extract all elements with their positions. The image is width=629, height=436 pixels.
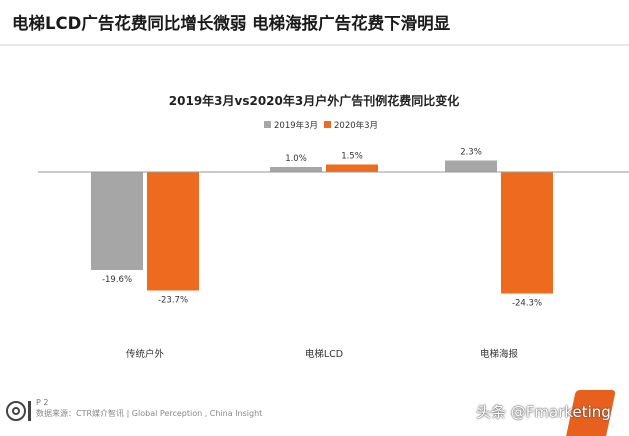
badge-bar bbox=[28, 401, 31, 421]
data-label-0-1: -23.7% bbox=[158, 296, 188, 306]
page-number: P 2 bbox=[36, 398, 49, 407]
data-label-1-0: 1.0% bbox=[285, 154, 307, 164]
data-label-1-1: 1.5% bbox=[341, 152, 363, 162]
chart-title: 2019年3月vs2020年3月户外广告刊例花费同比变化 bbox=[169, 93, 459, 108]
page-headline: 电梯LCD广告花费同比增长微弱 电梯海报广告花费下滑明显 bbox=[12, 14, 451, 33]
header-divider bbox=[0, 44, 629, 46]
bar-1-0 bbox=[270, 167, 322, 172]
bar-0-1 bbox=[147, 172, 199, 291]
data-label-2-1: -24.3% bbox=[512, 299, 542, 309]
bar-2-0 bbox=[445, 160, 497, 172]
certification-badge bbox=[6, 401, 26, 421]
source-note: 数据来源：CTR媒介智讯 | Global Perception , China… bbox=[36, 409, 263, 418]
footer: P 2 数据来源：CTR媒介智讯 | Global Perception , C… bbox=[36, 398, 336, 419]
watermark-text: 头条 @Fmarketing bbox=[476, 403, 611, 421]
data-label-0-0: -19.6% bbox=[102, 275, 132, 285]
legend-label-2: 2020年3月 bbox=[334, 120, 378, 131]
category-label-0: 传统户外 bbox=[126, 348, 165, 360]
bar-0-0 bbox=[91, 172, 143, 270]
category-label-1: 电梯LCD bbox=[305, 348, 343, 360]
bar-chart: 2019年3月vs2020年3月户外广告刊例花费同比变化 2019年3月 2020… bbox=[38, 93, 629, 360]
plot-area: -19.6% -23.7% 传统户外 1.0% 1.5% 电梯LCD 2.3% -24.3% 电… bbox=[38, 148, 629, 360]
bar-1-1 bbox=[326, 164, 378, 172]
legend-label-1: 2019年3月 bbox=[274, 120, 318, 131]
legend-swatch-2 bbox=[324, 121, 331, 128]
chart-legend: 2019年3月 2020年3月 bbox=[264, 120, 378, 131]
legend-swatch-1 bbox=[264, 121, 271, 128]
bar-2-1 bbox=[501, 172, 553, 294]
category-label-2: 电梯海报 bbox=[480, 348, 519, 360]
data-label-2-0: 2.3% bbox=[460, 148, 482, 158]
